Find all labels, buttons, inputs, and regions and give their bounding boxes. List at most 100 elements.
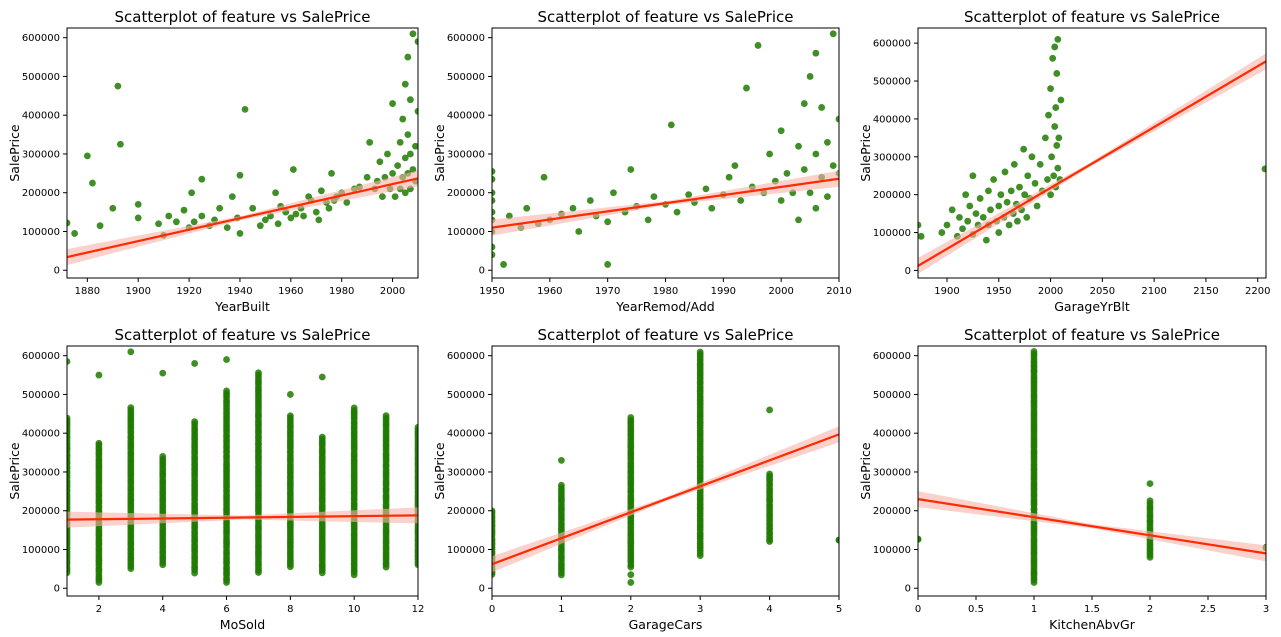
data-point — [962, 191, 970, 199]
data-point — [1005, 221, 1013, 229]
y-tick-label: 200000 — [447, 506, 485, 517]
y-tick-label: 100000 — [873, 545, 911, 556]
data-point — [1047, 191, 1054, 199]
data-point — [985, 187, 992, 195]
data-point — [287, 214, 295, 222]
data-point — [292, 210, 300, 218]
data-point — [990, 176, 998, 183]
data-point — [404, 53, 412, 61]
y-tick-label: 400000 — [873, 429, 911, 440]
x-axis-label: MoSold — [220, 617, 265, 632]
data-point — [610, 189, 617, 197]
data-point — [731, 162, 739, 169]
y-tick-label: 600000 — [22, 351, 60, 362]
data-point — [492, 251, 496, 259]
data-point — [754, 42, 762, 49]
data-point — [228, 193, 236, 201]
plot-area — [492, 30, 839, 268]
scatter-panel-3: Scatterplot of feature vs SalePrice 0 1000… — [854, 0, 1281, 318]
data-point — [586, 197, 594, 204]
x-tick-label: 2010 — [826, 286, 851, 297]
data-point — [286, 412, 294, 420]
data-point — [604, 218, 612, 226]
x-tick-label: 1900 — [125, 286, 150, 297]
x-tick-label: 1 — [558, 604, 564, 615]
y-tick-label: 400000 — [873, 114, 911, 125]
data-point — [95, 371, 103, 379]
x-tick-label: 2000 — [1038, 286, 1063, 297]
data-point — [1028, 153, 1036, 161]
data-point — [71, 230, 79, 237]
plot-area — [918, 35, 1266, 274]
data-point — [766, 150, 773, 158]
y-tick-label: 500000 — [447, 390, 485, 401]
data-point — [89, 179, 96, 187]
data-point — [191, 360, 199, 367]
data-point — [159, 369, 167, 377]
data-point — [1010, 160, 1018, 168]
y-tick-label: 400000 — [22, 429, 60, 440]
data-point — [1044, 176, 1051, 183]
data-point — [198, 212, 206, 220]
y-tick-label: 400000 — [447, 429, 485, 440]
x-tick-label: 1.5 — [1084, 604, 1100, 615]
data-point — [1030, 348, 1038, 355]
y-axis-label: SalePrice — [432, 442, 447, 500]
data-point — [627, 166, 635, 173]
data-point — [812, 150, 820, 158]
x-tick-label: 0 — [915, 604, 921, 615]
y-tick-label: 500000 — [873, 77, 911, 88]
data-point — [540, 173, 548, 181]
axes-frame — [917, 345, 1267, 597]
regression-line — [492, 433, 839, 566]
x-tick-label: 2050 — [1090, 286, 1115, 297]
data-point — [725, 173, 733, 181]
y-tick-label: 100000 — [22, 227, 60, 238]
data-point — [216, 204, 224, 212]
y-tick-label: 100000 — [873, 228, 911, 239]
data-point — [1057, 96, 1065, 104]
data-point — [159, 453, 167, 460]
scatter-panel-4: Scatterplot of feature vs SalePrice 0 1000… — [0, 318, 427, 636]
data-point — [558, 481, 565, 489]
scatter-svg-1: Scatterplot of feature vs SalePrice 0 1000… — [7, 8, 419, 314]
x-tick-label: 1 — [1031, 604, 1037, 615]
axes-frame — [66, 27, 419, 279]
data-point — [67, 358, 71, 365]
y-tick-label: 100000 — [447, 545, 485, 556]
y-tick-label: 300000 — [447, 467, 485, 478]
data-point — [492, 507, 496, 515]
data-point — [959, 225, 966, 233]
data-point — [1036, 160, 1044, 168]
data-point — [492, 208, 496, 216]
data-point — [114, 82, 122, 90]
y-axis-label: SalePrice — [858, 442, 873, 500]
regression-line — [918, 498, 1266, 555]
scatter-svg-6: Scatterplot of feature vs SalePrice 0 1000… — [858, 326, 1269, 632]
data-point — [1031, 179, 1039, 187]
data-point — [223, 224, 231, 232]
data-point — [401, 80, 409, 88]
data-point — [737, 197, 745, 204]
data-point — [198, 175, 206, 183]
data-point — [696, 348, 704, 356]
data-point — [83, 152, 91, 160]
data-point — [644, 216, 652, 224]
x-tick-label: 1950 — [986, 286, 1011, 297]
data-point — [956, 213, 963, 221]
chart-title: Scatterplot of feature vs SalePrice — [964, 8, 1220, 26]
data-point — [575, 228, 583, 235]
data-point — [95, 439, 103, 447]
data-point — [318, 433, 326, 441]
data-point — [382, 412, 390, 420]
data-point — [188, 189, 196, 197]
data-point — [406, 96, 414, 104]
x-tick-label: 10 — [348, 604, 361, 615]
y-tick-label: 0 — [905, 266, 911, 277]
x-tick-label: 1960 — [537, 286, 562, 297]
x-tick-label: 12 — [412, 604, 425, 615]
data-point — [1054, 164, 1062, 172]
regression-line — [67, 177, 418, 259]
data-point — [286, 391, 294, 398]
data-point — [702, 185, 710, 193]
